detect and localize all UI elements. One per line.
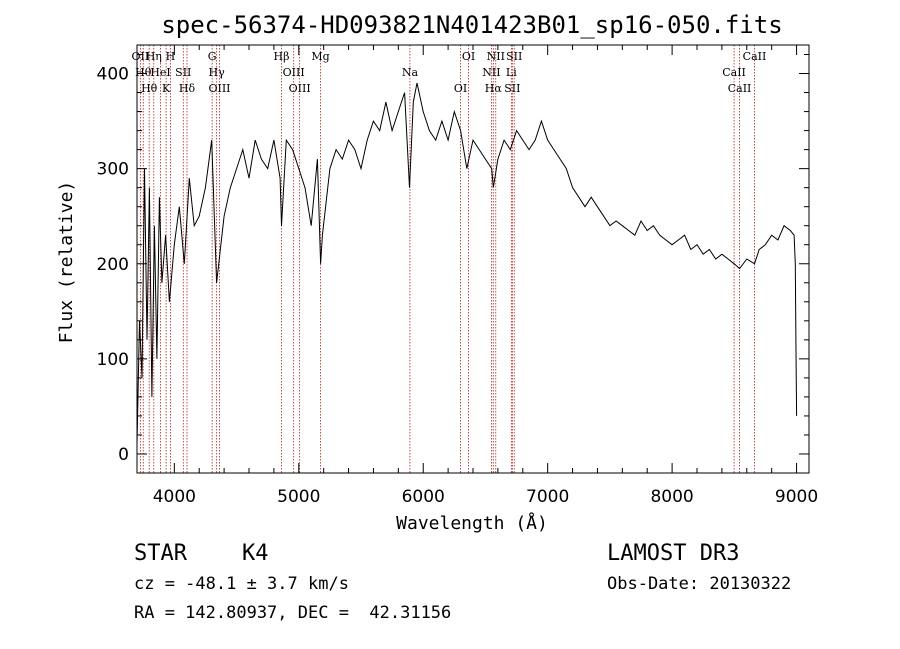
y-axis-label: Flux (relative) xyxy=(56,181,77,344)
y-tick-label: 400 xyxy=(97,65,129,85)
line-label: SII xyxy=(506,50,522,63)
line-label: HeI xyxy=(150,66,170,79)
line-label: OIII xyxy=(289,82,311,95)
line-label: Na xyxy=(402,66,419,79)
line-label: Hδ xyxy=(179,82,196,95)
line-markers xyxy=(139,45,755,473)
y-tick-label: 200 xyxy=(97,255,129,275)
x-tick-label: 6000 xyxy=(402,487,445,507)
line-label: K xyxy=(162,82,171,95)
survey-name: LAMOST DR3 xyxy=(607,541,740,566)
line-label: CaII xyxy=(728,82,752,95)
line-label: SII xyxy=(504,82,520,95)
line-labels: OII Hθ Hθ Hη HeI K H SII Hδ G Hγ OIII Hβ OIII OIII Mg Na… xyxy=(132,50,767,95)
object-class: STAR xyxy=(134,541,187,566)
object-subclass: K4 xyxy=(242,541,269,566)
x-tick-label: 9000 xyxy=(775,487,818,507)
line-label: Hβ xyxy=(274,50,290,63)
line-label: SII xyxy=(175,66,191,79)
line-label: Li xyxy=(506,66,517,79)
x-tick-label: 5000 xyxy=(277,487,320,507)
x-axis-label: Wavelength (Å) xyxy=(396,512,548,534)
line-label: CaII xyxy=(743,50,767,63)
line-label: OI xyxy=(454,82,467,95)
y-tick-label: 100 xyxy=(97,350,129,370)
x-tick-label: 8000 xyxy=(650,487,693,507)
line-label: H xyxy=(166,50,176,63)
coordinates-readout: RA = 142.80937, DEC = 42.31156 xyxy=(134,603,452,623)
line-label: Hθ xyxy=(135,66,152,79)
line-label: CaII xyxy=(722,66,746,79)
y-axis: 0 100 200 300 400 xyxy=(97,54,809,465)
line-label: Mg xyxy=(311,50,329,63)
line-label: Hη xyxy=(146,50,162,63)
observation-date: Obs-Date: 20130322 xyxy=(607,574,792,594)
line-label: OI xyxy=(462,50,475,63)
line-label: Hα xyxy=(485,82,503,95)
line-label: NII xyxy=(487,50,505,63)
x-tick-label: 4000 xyxy=(153,487,196,507)
chart-title: spec-56374-HD093821N401423B01_sp16-050.f… xyxy=(161,11,782,39)
line-label: Hγ xyxy=(209,66,226,79)
line-label: OIII xyxy=(283,66,305,79)
plot-frame xyxy=(136,44,810,474)
line-label: NII xyxy=(482,66,500,79)
y-tick-label: 300 xyxy=(97,160,129,180)
x-axis: 4000 5000 6000 7000 8000 9000 xyxy=(153,45,818,507)
line-label: OIII xyxy=(208,82,230,95)
x-tick-label: 7000 xyxy=(526,487,569,507)
redshift-readout: cz = -48.1 ± 3.7 km/s xyxy=(134,574,349,594)
line-label: OII xyxy=(132,50,150,63)
spectrum-line xyxy=(136,82,798,445)
line-label: G xyxy=(208,50,217,63)
line-label: Hθ xyxy=(141,82,158,95)
y-tick-label: 0 xyxy=(118,445,129,465)
